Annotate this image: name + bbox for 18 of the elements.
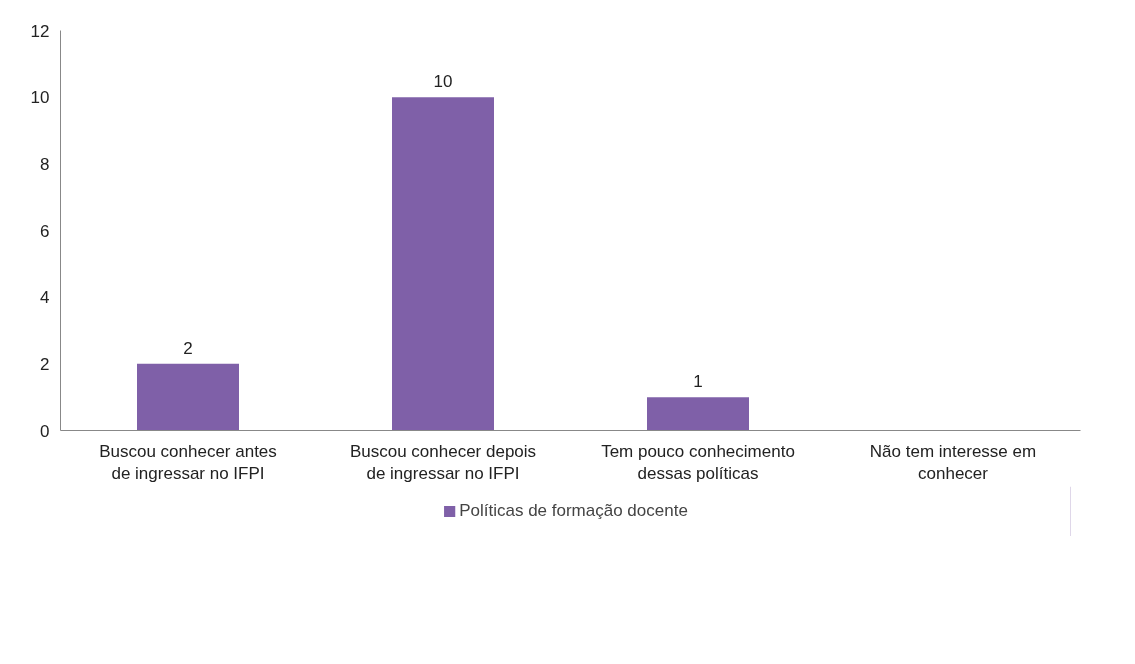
data-label: 2 xyxy=(183,338,193,358)
bar xyxy=(137,363,239,431)
legend-label: Políticas de formação docente xyxy=(459,501,688,521)
y-tick-label: 10 xyxy=(30,88,50,108)
x-tick-label: Buscou conhecer antes de ingressar no IFPI xyxy=(99,441,277,484)
x-tick-label: Não tem interesse em conhecer xyxy=(869,441,1037,484)
y-tick-label: 2 xyxy=(40,354,50,374)
bar xyxy=(647,397,749,431)
x-tick-label: Buscou conhecer depois de ingressar no IFPI xyxy=(349,441,537,484)
x-tick-label: Tem pouco conhecimento dessas políticas xyxy=(601,441,795,484)
y-tick-label: 4 xyxy=(40,288,50,308)
data-label: 1 xyxy=(693,372,703,392)
y-tick-label: 12 xyxy=(30,21,50,41)
data-label: 10 xyxy=(433,72,453,92)
bar xyxy=(392,97,494,431)
y-tick-label: 0 xyxy=(40,421,50,441)
y-tick-label: 6 xyxy=(40,221,50,241)
y-tick-label: 8 xyxy=(40,154,50,174)
